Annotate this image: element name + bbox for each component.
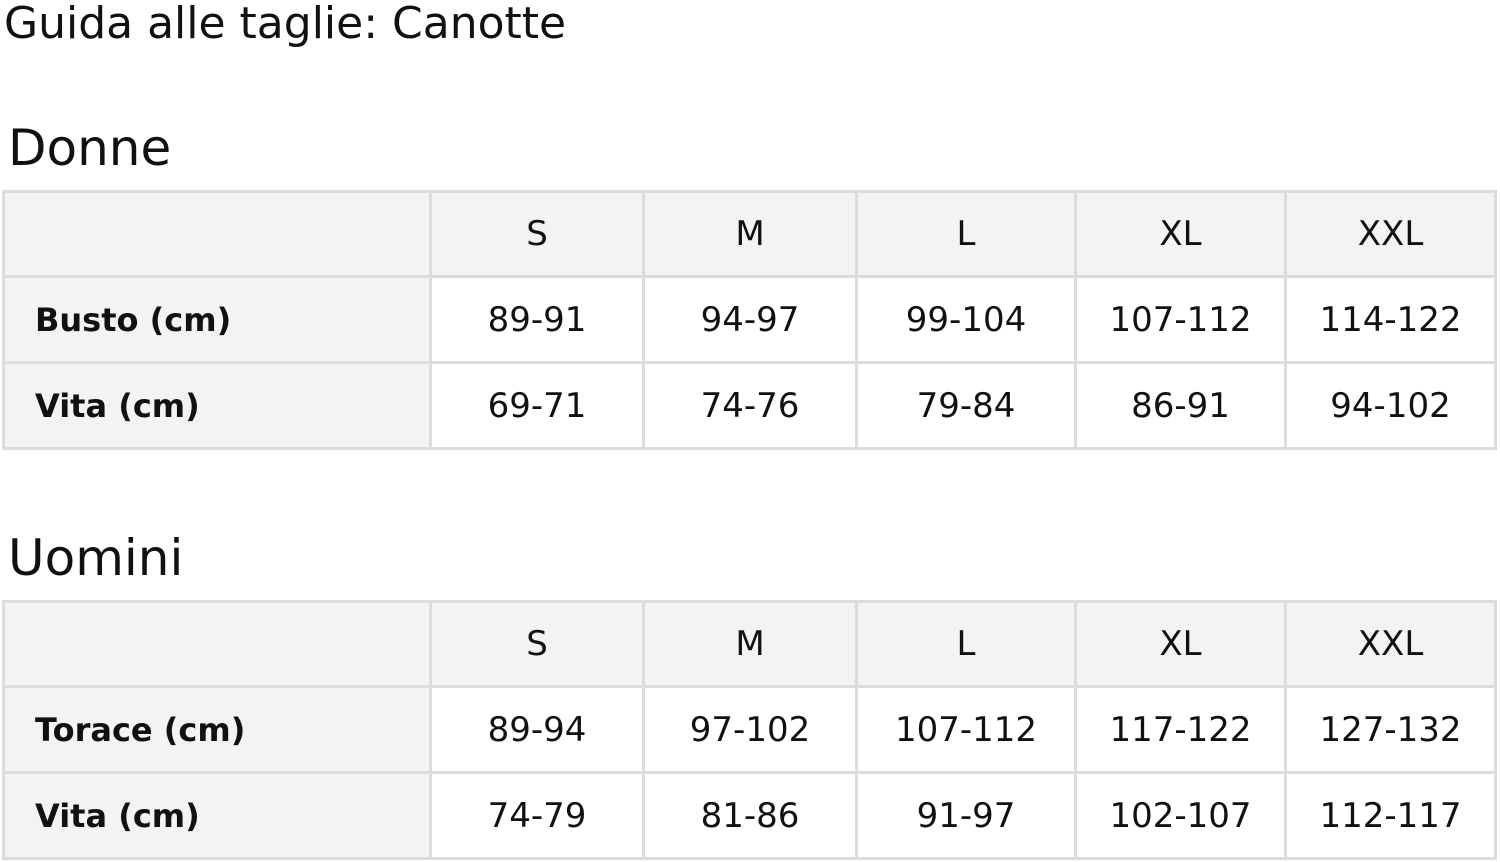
measurement-cell: 79-84 — [855, 361, 1077, 450]
measurement-cell: 89-94 — [429, 685, 645, 774]
header-row: S M L XL XXL — [2, 190, 1497, 278]
measurement-cell: 97-102 — [642, 685, 858, 774]
size-table-uomini: S M L XL XXL Torace (cm) 89-94 97-102 107-112 117… — [2, 600, 1497, 860]
measurement-cell: 74-76 — [642, 361, 858, 450]
table-row: Busto (cm) 89-91 94-97 99-104 107-112 114-122 — [2, 275, 1497, 364]
size-header: XL — [1074, 190, 1287, 278]
row-label: Vita (cm) — [2, 361, 432, 450]
table-row: Vita (cm) 69-71 74-76 79-84 86-91 94-102 — [2, 361, 1497, 450]
measurement-cell: 117-122 — [1074, 685, 1287, 774]
empty-header-cell — [2, 600, 432, 688]
measurement-cell: 127-132 — [1284, 685, 1497, 774]
measurement-cell: 69-71 — [429, 361, 645, 450]
size-header: XXL — [1284, 190, 1497, 278]
size-header: M — [642, 600, 858, 688]
row-label: Vita (cm) — [2, 771, 432, 860]
measurement-cell: 107-112 — [1074, 275, 1287, 364]
page-title: Guida alle taglie: Canotte — [4, 0, 567, 49]
table-row: Vita (cm) 74-79 81-86 91-97 102-107 112-117 — [2, 771, 1497, 860]
section-title-donne: Donne — [8, 119, 172, 177]
measurement-cell: 112-117 — [1284, 771, 1497, 860]
size-header: S — [429, 600, 645, 688]
size-header: S — [429, 190, 645, 278]
empty-header-cell — [2, 190, 432, 278]
size-header: XXL — [1284, 600, 1497, 688]
size-header: L — [855, 190, 1077, 278]
measurement-cell: 94-97 — [642, 275, 858, 364]
measurement-cell: 99-104 — [855, 275, 1077, 364]
measurement-cell: 114-122 — [1284, 275, 1497, 364]
row-label: Busto (cm) — [2, 275, 432, 364]
table-row: Torace (cm) 89-94 97-102 107-112 117-122 127-… — [2, 685, 1497, 774]
measurement-cell: 91-97 — [855, 771, 1077, 860]
measurement-cell: 81-86 — [642, 771, 858, 860]
row-label: Torace (cm) — [2, 685, 432, 774]
measurement-cell: 86-91 — [1074, 361, 1287, 450]
size-header: L — [855, 600, 1077, 688]
section-title-uomini: Uomini — [8, 529, 184, 587]
measurement-cell: 89-91 — [429, 275, 645, 364]
header-row: S M L XL XXL — [2, 600, 1497, 688]
size-table-donne: S M L XL XXL Busto (cm) 89-91 94-97 99-104 107-11… — [2, 190, 1497, 450]
measurement-cell: 94-102 — [1284, 361, 1497, 450]
size-header: XL — [1074, 600, 1287, 688]
measurement-cell: 102-107 — [1074, 771, 1287, 860]
measurement-cell: 107-112 — [855, 685, 1077, 774]
measurement-cell: 74-79 — [429, 771, 645, 860]
size-header: M — [642, 190, 858, 278]
